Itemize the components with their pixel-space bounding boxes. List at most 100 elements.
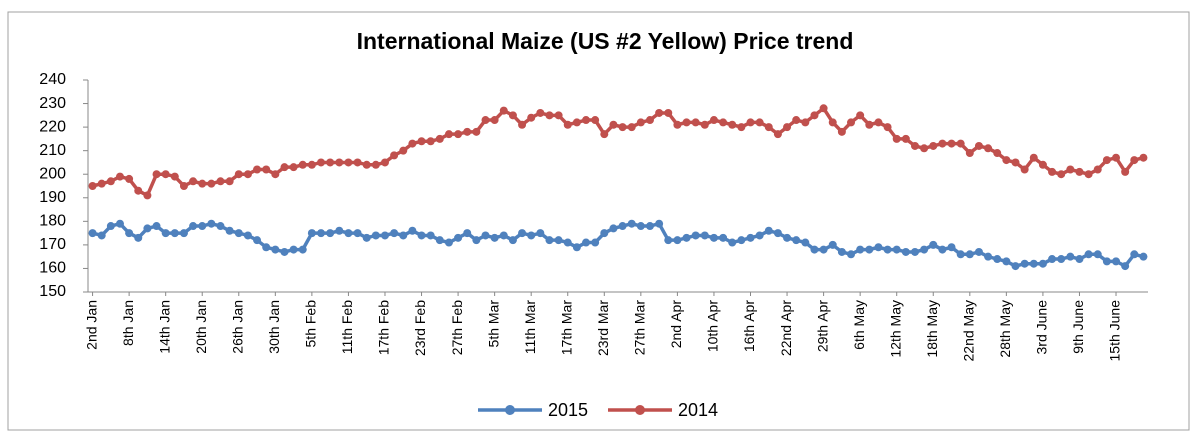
point — [262, 165, 271, 174]
point — [207, 219, 216, 228]
y-tick-label: 210 — [39, 142, 66, 159]
y-tick-label: 170 — [39, 236, 66, 253]
point — [828, 240, 837, 249]
point — [216, 177, 225, 186]
point — [307, 229, 316, 238]
point — [353, 229, 362, 238]
point — [536, 229, 545, 238]
point — [426, 231, 435, 240]
point — [1130, 156, 1139, 165]
point — [737, 236, 746, 245]
point — [664, 236, 673, 245]
point — [819, 245, 828, 254]
point — [380, 158, 389, 167]
point — [1011, 262, 1020, 271]
point — [115, 172, 124, 181]
point — [993, 255, 1002, 264]
point — [335, 158, 344, 167]
point — [97, 231, 106, 240]
point — [910, 247, 919, 256]
point — [143, 224, 152, 233]
point — [435, 236, 444, 245]
point — [682, 233, 691, 242]
point — [600, 229, 609, 238]
point — [189, 177, 198, 186]
chart-title: International Maize (US #2 Yellow) Price… — [357, 28, 854, 54]
point — [1002, 156, 1011, 165]
point — [773, 130, 782, 139]
point — [1075, 255, 1084, 264]
point — [728, 120, 737, 129]
point — [847, 250, 856, 259]
point — [728, 238, 737, 247]
point — [170, 172, 179, 181]
point — [856, 245, 865, 254]
point — [454, 233, 463, 242]
point — [1139, 252, 1148, 261]
point — [454, 130, 463, 139]
point — [1011, 158, 1020, 167]
point — [271, 245, 280, 254]
y-tick-label: 230 — [39, 95, 66, 112]
point — [371, 160, 380, 169]
point — [317, 158, 326, 167]
legend-label: 2015 — [548, 400, 588, 420]
point — [189, 222, 198, 231]
x-tick-label: 2nd Apr — [668, 300, 684, 349]
point — [837, 127, 846, 136]
point — [719, 233, 728, 242]
point — [408, 139, 417, 148]
y-tick-label: 220 — [39, 118, 66, 135]
point — [700, 231, 709, 240]
legend-label: 2014 — [678, 400, 718, 420]
point — [152, 170, 161, 179]
x-tick-label: 17th Feb — [376, 300, 392, 355]
point — [88, 182, 97, 190]
x-tick-label: 14th Jan — [156, 300, 172, 354]
point — [527, 231, 536, 240]
point — [865, 245, 874, 254]
point — [591, 238, 600, 247]
point — [755, 231, 764, 240]
point — [792, 236, 801, 245]
point — [1057, 255, 1066, 264]
point — [883, 123, 892, 132]
point — [143, 191, 152, 200]
point — [947, 139, 956, 148]
point — [335, 226, 344, 235]
point — [600, 130, 609, 139]
point — [1093, 250, 1102, 259]
point — [216, 222, 225, 231]
point — [828, 118, 837, 127]
point — [463, 127, 472, 136]
point — [1020, 165, 1029, 174]
point — [965, 250, 974, 259]
x-tick-label: 5th Feb — [303, 300, 319, 348]
point — [444, 130, 453, 139]
y-tick-label: 160 — [39, 260, 66, 277]
point — [700, 120, 709, 129]
point — [1112, 153, 1121, 162]
point — [627, 123, 636, 132]
point — [280, 247, 289, 256]
point — [88, 229, 97, 238]
point — [1048, 167, 1057, 176]
x-tick-label: 2nd Jan — [83, 300, 99, 350]
point — [627, 219, 636, 228]
point — [1066, 165, 1075, 174]
point — [974, 141, 983, 150]
point — [198, 222, 207, 231]
x-tick-label: 3rd June — [1034, 300, 1050, 355]
point — [1121, 167, 1130, 176]
point — [444, 238, 453, 247]
point — [947, 243, 956, 252]
point — [371, 231, 380, 240]
point — [207, 179, 216, 188]
point — [792, 116, 801, 125]
point — [253, 165, 262, 174]
point — [746, 233, 755, 242]
point — [554, 111, 563, 120]
chart-frame — [7, 11, 1190, 431]
point — [938, 139, 947, 148]
